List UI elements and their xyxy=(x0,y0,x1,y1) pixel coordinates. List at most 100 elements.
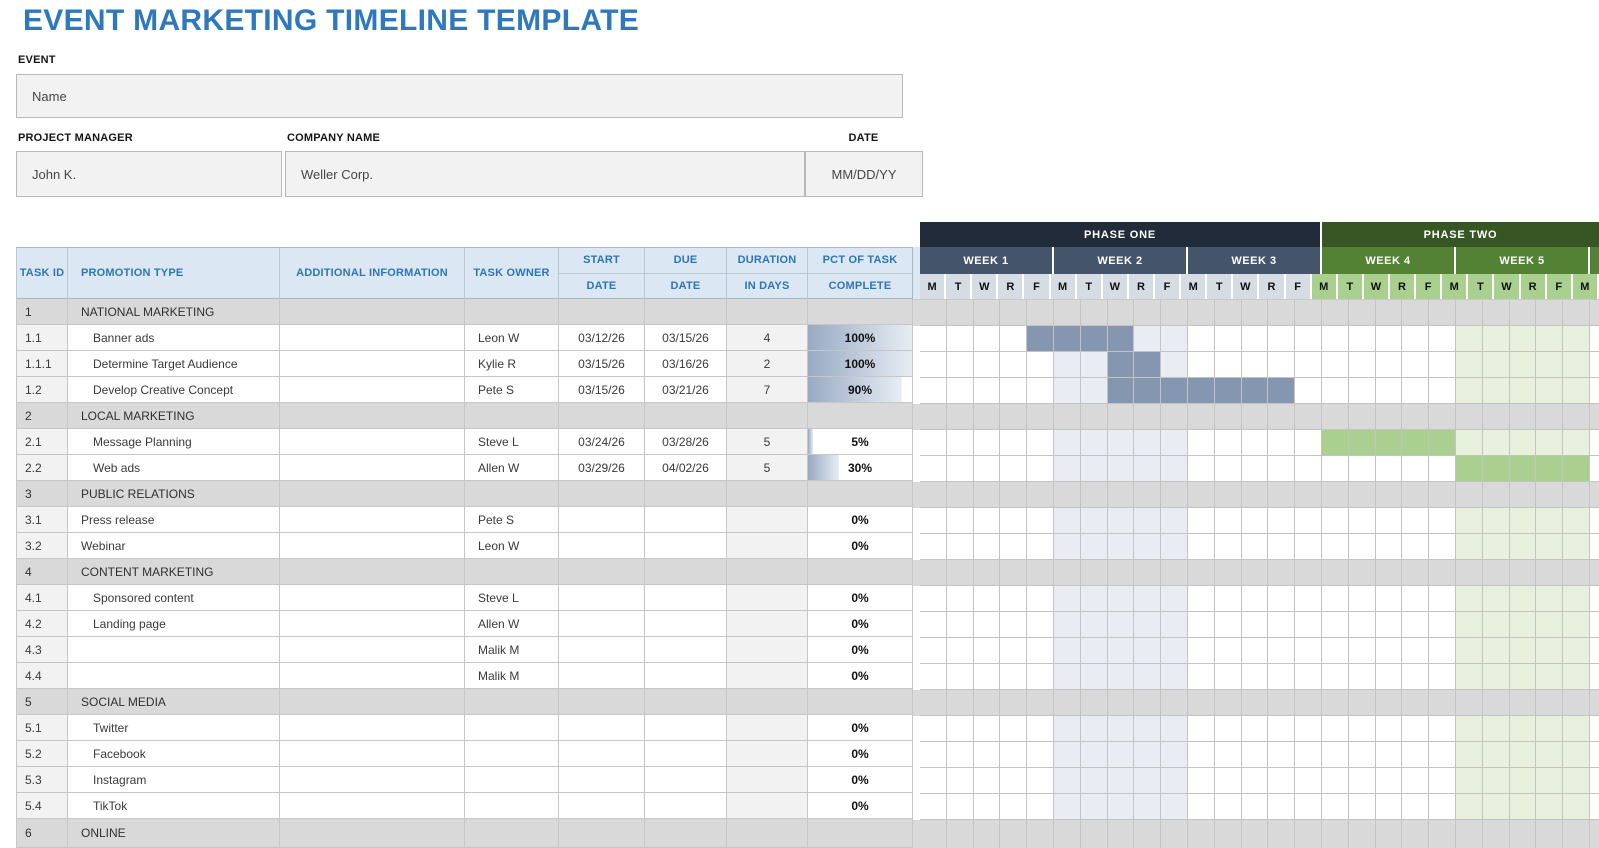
cell-promotion-type[interactable] xyxy=(67,663,279,689)
gantt-day-cell[interactable] xyxy=(1187,456,1215,482)
gantt-day-cell[interactable] xyxy=(1482,690,1510,716)
gantt-day-cell[interactable] xyxy=(1241,716,1269,742)
gantt-day-cell[interactable] xyxy=(1375,378,1403,404)
gantt-day-cell[interactable] xyxy=(1268,352,1296,378)
cell-due-date[interactable]: 03/16/26 xyxy=(644,351,726,377)
gantt-day-cell[interactable] xyxy=(1589,586,1599,612)
gantt-day-cell[interactable] xyxy=(1429,638,1456,664)
cell-task-id[interactable]: 5.3 xyxy=(16,767,67,793)
gantt-day-cell[interactable] xyxy=(1080,586,1108,612)
gantt-day-cell[interactable] xyxy=(973,404,1001,430)
gantt-day-cell[interactable] xyxy=(1053,404,1081,430)
gantt-day-cell[interactable] xyxy=(1053,690,1081,716)
cell-promotion-type[interactable]: Webinar xyxy=(67,533,279,559)
gantt-day-cell[interactable] xyxy=(1000,768,1028,794)
gantt-day-cell[interactable] xyxy=(946,456,974,482)
gantt-day-cell[interactable] xyxy=(920,352,947,378)
gantt-day-cell[interactable] xyxy=(1268,586,1296,612)
gantt-day-cell[interactable] xyxy=(1295,430,1322,456)
cell-start-date[interactable] xyxy=(558,819,644,848)
gantt-day-cell[interactable] xyxy=(1321,586,1349,612)
gantt-day-cell[interactable] xyxy=(1053,664,1081,690)
gantt-day-cell[interactable] xyxy=(1321,820,1349,848)
gantt-day-cell[interactable] xyxy=(1241,326,1269,352)
cell-duration[interactable] xyxy=(726,767,807,793)
gantt-day-cell[interactable] xyxy=(1321,534,1349,560)
gantt-day-cell[interactable] xyxy=(1429,586,1456,612)
gantt-day-cell[interactable] xyxy=(1134,820,1162,848)
gantt-day-cell[interactable] xyxy=(920,300,947,326)
gantt-day-cell[interactable] xyxy=(1482,560,1510,586)
gantt-day-cell[interactable] xyxy=(1563,690,1590,716)
cell-start-date[interactable] xyxy=(558,507,644,533)
gantt-day-cell[interactable] xyxy=(1455,612,1483,638)
gantt-day-cell[interactable] xyxy=(973,768,1001,794)
cell-due-date[interactable] xyxy=(644,689,726,715)
gantt-day-cell[interactable] xyxy=(1134,716,1162,742)
gantt-day-cell[interactable] xyxy=(1589,534,1599,560)
gantt-day-cell[interactable] xyxy=(1455,326,1483,352)
gantt-day-cell[interactable] xyxy=(1348,378,1376,404)
gantt-day-cell[interactable] xyxy=(946,638,974,664)
cell-task-id[interactable]: 2.1 xyxy=(16,429,67,455)
gantt-day-cell[interactable] xyxy=(920,378,947,404)
cell-promotion-type[interactable]: PUBLIC RELATIONS xyxy=(67,481,279,507)
gantt-day-cell[interactable] xyxy=(1241,430,1269,456)
gantt-day-cell[interactable] xyxy=(1268,690,1296,716)
gantt-day-cell[interactable] xyxy=(1107,690,1135,716)
date-field[interactable]: MM/DD/YY xyxy=(805,151,923,197)
gantt-day-cell[interactable] xyxy=(1455,430,1483,456)
gantt-day-cell[interactable] xyxy=(1027,820,1054,848)
gantt-day-cell[interactable] xyxy=(1241,482,1269,508)
gantt-day-cell[interactable] xyxy=(1509,716,1537,742)
cell-duration[interactable] xyxy=(726,507,807,533)
gantt-day-cell[interactable] xyxy=(1214,820,1242,848)
gantt-day-cell[interactable] xyxy=(1375,612,1403,638)
cell-task-owner[interactable] xyxy=(464,819,558,848)
cell-additional-information[interactable] xyxy=(279,715,464,741)
gantt-day-cell[interactable] xyxy=(1134,482,1162,508)
cell-promotion-type[interactable]: NATIONAL MARKETING xyxy=(67,299,279,325)
gantt-day-cell[interactable] xyxy=(1536,664,1564,690)
gantt-day-cell[interactable] xyxy=(1053,300,1081,326)
gantt-day-cell[interactable] xyxy=(1187,586,1215,612)
gantt-day-cell[interactable] xyxy=(1295,378,1322,404)
cell-promotion-type[interactable]: Message Planning xyxy=(67,429,279,455)
cell-additional-information[interactable] xyxy=(279,351,464,377)
gantt-day-cell[interactable] xyxy=(1589,690,1599,716)
gantt-day-cell[interactable] xyxy=(1589,664,1599,690)
gantt-day-cell[interactable] xyxy=(1214,586,1242,612)
gantt-day-cell[interactable] xyxy=(1348,456,1376,482)
gantt-day-cell[interactable] xyxy=(1295,716,1322,742)
gantt-day-cell[interactable] xyxy=(1000,820,1028,848)
gantt-day-cell[interactable] xyxy=(1402,690,1430,716)
gantt-day-cell[interactable] xyxy=(1429,716,1456,742)
cell-promotion-type[interactable]: LOCAL MARKETING xyxy=(67,403,279,429)
gantt-day-cell[interactable] xyxy=(1000,300,1028,326)
gantt-day-cell[interactable] xyxy=(1187,716,1215,742)
gantt-bar-cell[interactable] xyxy=(1536,456,1564,482)
gantt-day-cell[interactable] xyxy=(1348,300,1376,326)
gantt-day-cell[interactable] xyxy=(1000,378,1028,404)
gantt-day-cell[interactable] xyxy=(1053,456,1081,482)
gantt-day-cell[interactable] xyxy=(946,300,974,326)
cell-additional-information[interactable] xyxy=(279,455,464,481)
gantt-day-cell[interactable] xyxy=(1000,482,1028,508)
gantt-day-cell[interactable] xyxy=(973,742,1001,768)
gantt-day-cell[interactable] xyxy=(1214,612,1242,638)
gantt-day-cell[interactable] xyxy=(1563,352,1590,378)
gantt-bar-cell[interactable] xyxy=(1482,456,1510,482)
gantt-day-cell[interactable] xyxy=(1563,612,1590,638)
gantt-day-cell[interactable] xyxy=(1295,352,1322,378)
gantt-day-cell[interactable] xyxy=(1241,586,1269,612)
cell-duration[interactable]: 5 xyxy=(726,429,807,455)
gantt-day-cell[interactable] xyxy=(1402,326,1430,352)
gantt-day-cell[interactable] xyxy=(1455,352,1483,378)
cell-promotion-type[interactable]: SOCIAL MEDIA xyxy=(67,689,279,715)
cell-due-date[interactable] xyxy=(644,481,726,507)
cell-additional-information[interactable] xyxy=(279,819,464,848)
gantt-bar-cell[interactable] xyxy=(1134,378,1162,404)
gantt-bar-cell[interactable] xyxy=(1107,378,1135,404)
gantt-day-cell[interactable] xyxy=(1563,326,1590,352)
gantt-day-cell[interactable] xyxy=(1348,326,1376,352)
